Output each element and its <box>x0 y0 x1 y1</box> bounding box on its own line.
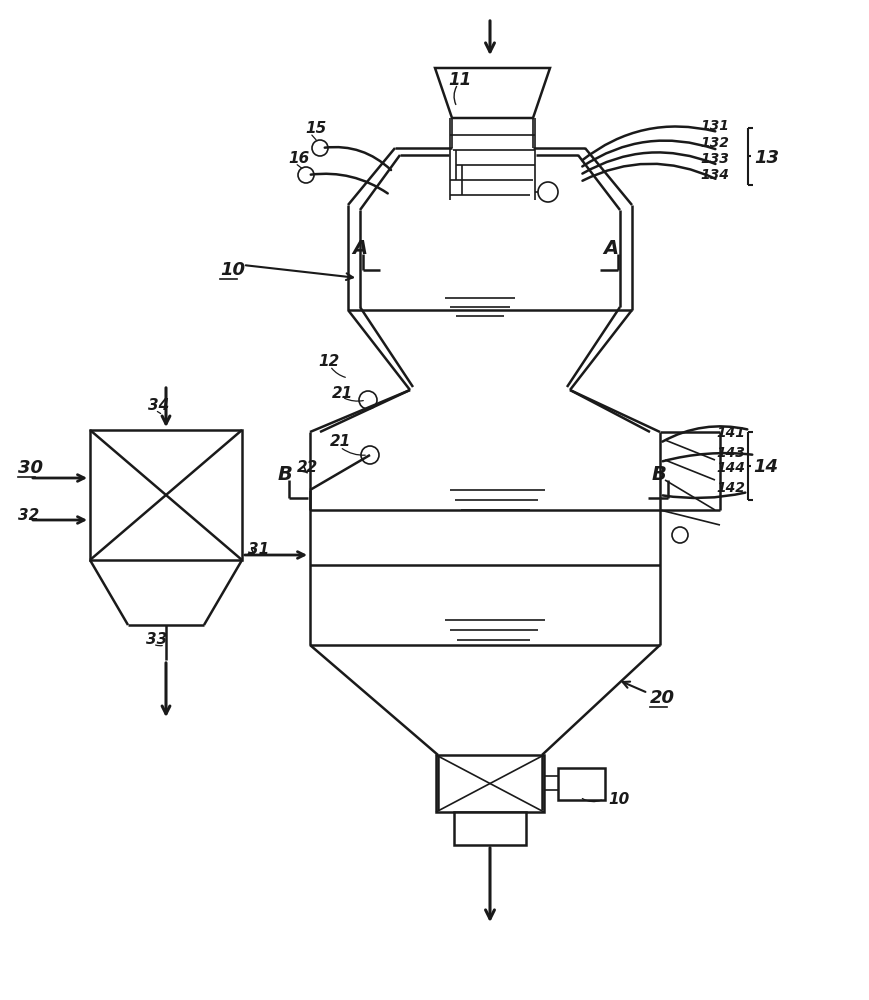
Text: 14: 14 <box>753 458 777 476</box>
Text: 33: 33 <box>146 632 167 648</box>
Text: 15: 15 <box>305 121 326 136</box>
Text: 144: 144 <box>715 461 744 475</box>
Text: 132: 132 <box>700 136 728 150</box>
Text: 20: 20 <box>649 689 674 707</box>
Text: 32: 32 <box>18 508 39 524</box>
Text: 13: 13 <box>753 149 778 167</box>
Text: 10: 10 <box>607 792 628 807</box>
Text: 133: 133 <box>700 152 728 166</box>
Text: 22: 22 <box>296 460 318 476</box>
Text: B: B <box>278 466 293 485</box>
Polygon shape <box>454 812 526 845</box>
Text: 134: 134 <box>700 168 728 182</box>
Text: 141: 141 <box>715 426 744 440</box>
Text: 34: 34 <box>148 397 169 412</box>
Text: 30: 30 <box>18 459 43 477</box>
Polygon shape <box>90 430 242 560</box>
Polygon shape <box>557 768 604 800</box>
Text: 10: 10 <box>220 261 245 279</box>
Text: 16: 16 <box>288 151 308 166</box>
Text: A: A <box>602 238 617 257</box>
Text: 21: 21 <box>329 434 351 450</box>
Text: 131: 131 <box>700 119 728 133</box>
Text: 11: 11 <box>448 71 471 89</box>
Text: 21: 21 <box>332 385 353 400</box>
Polygon shape <box>435 755 543 812</box>
Text: 12: 12 <box>318 355 339 369</box>
Text: 31: 31 <box>248 542 269 558</box>
Text: B: B <box>650 466 666 485</box>
Text: A: A <box>352 238 367 257</box>
Text: 142: 142 <box>715 481 744 495</box>
Polygon shape <box>434 68 549 118</box>
Text: 143: 143 <box>715 446 744 460</box>
